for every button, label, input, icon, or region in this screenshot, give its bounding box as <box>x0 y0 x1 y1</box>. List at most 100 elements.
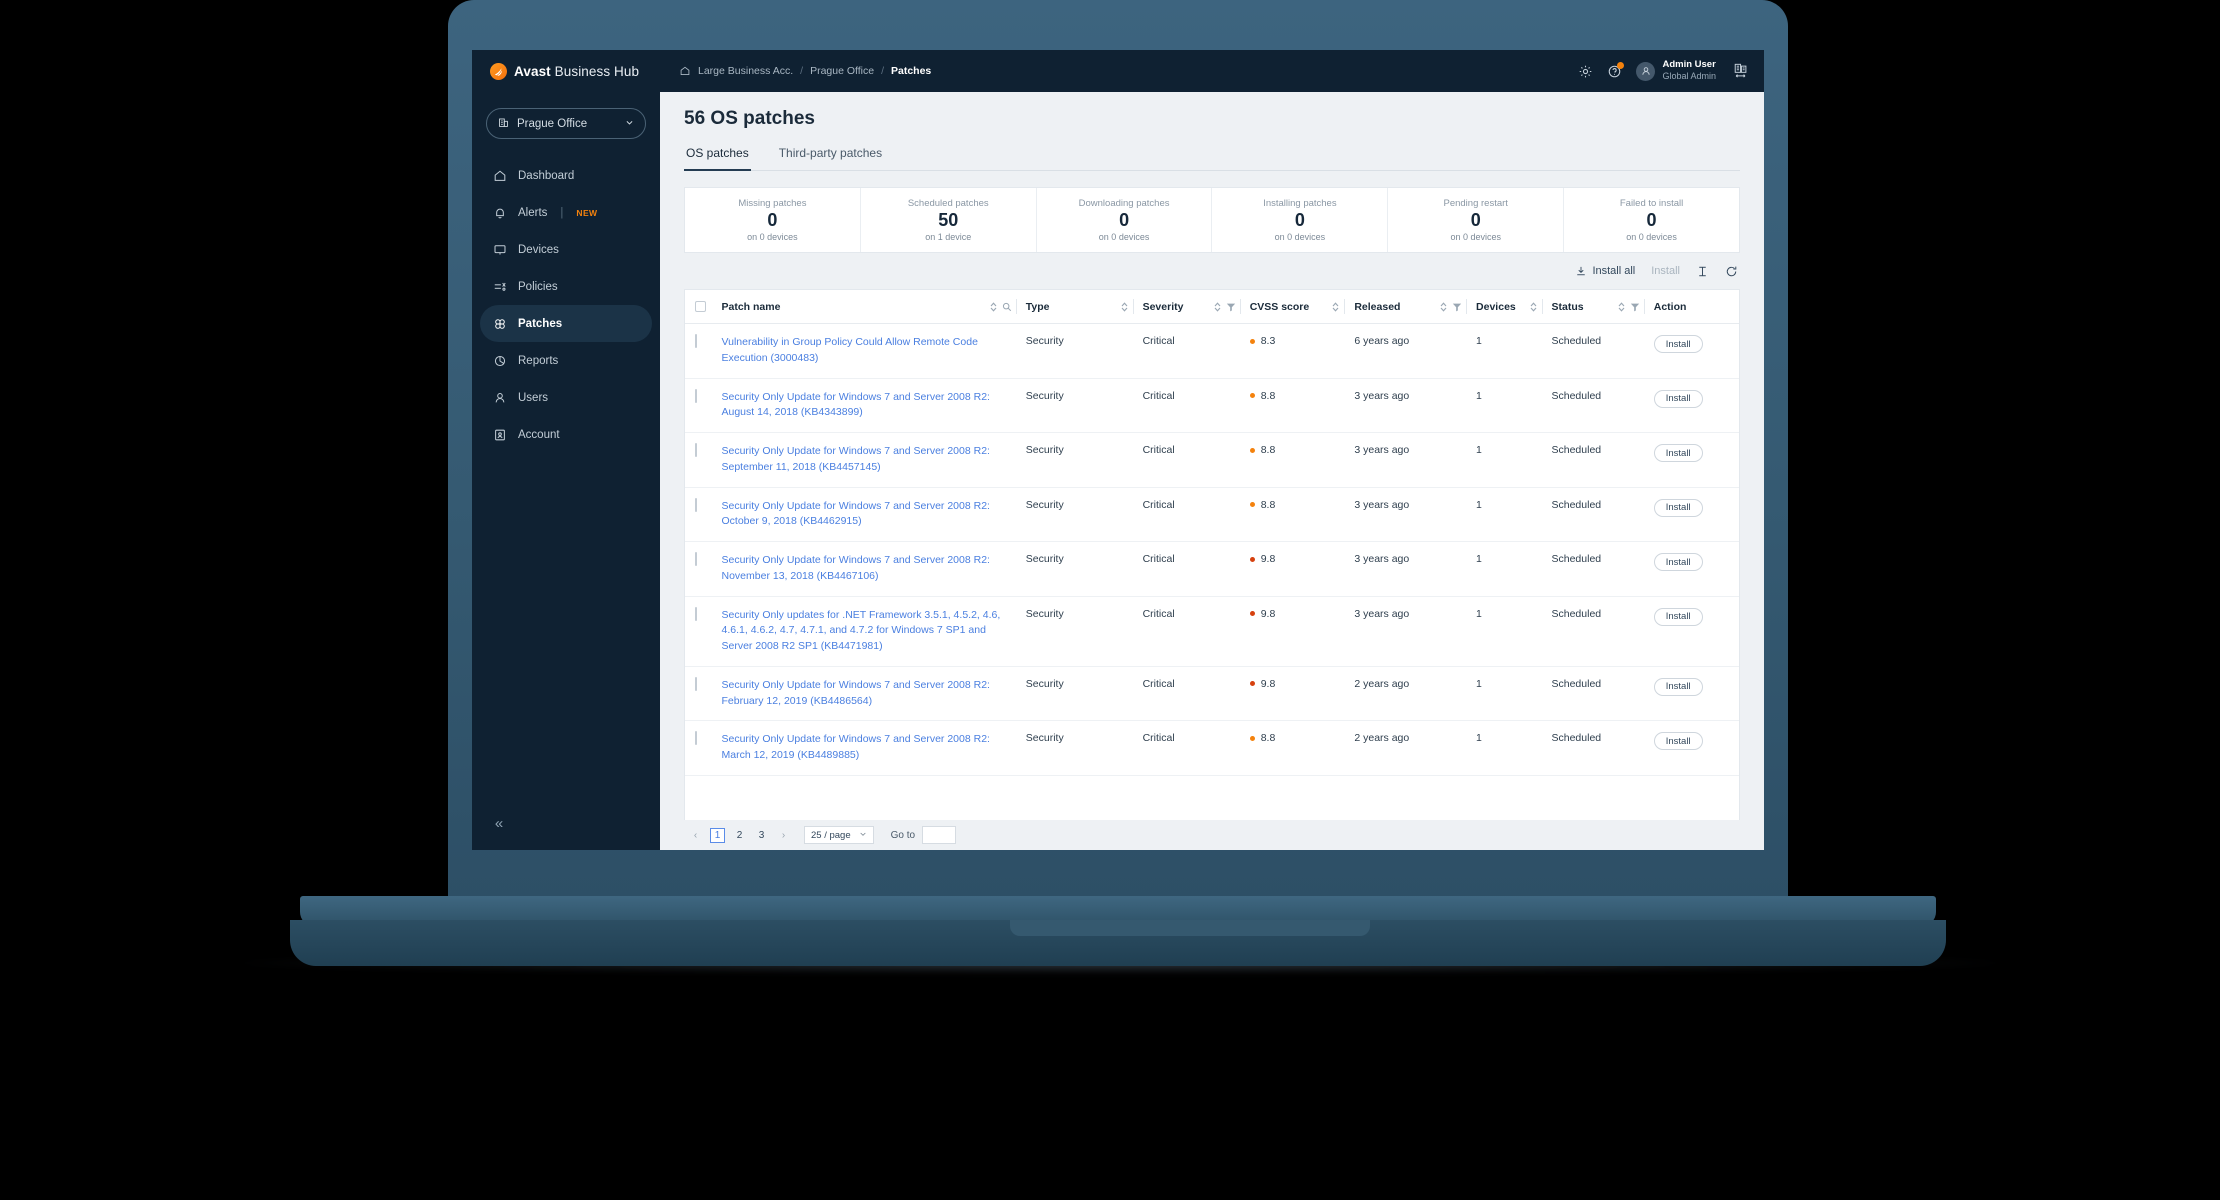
help-icon[interactable] <box>1606 62 1625 79</box>
patch-name-link[interactable]: Security Only updates for .NET Framework… <box>721 608 1001 653</box>
home-icon[interactable] <box>678 65 691 78</box>
row-checkbox[interactable] <box>695 606 697 621</box>
goto-label: Go to <box>890 829 916 841</box>
column-label: Type <box>1025 300 1050 313</box>
sidebar-item-dashboard[interactable]: Dashboard <box>480 157 652 194</box>
released-cell: 3 years ago <box>1354 596 1477 667</box>
tab-os-patches[interactable]: OS patches <box>684 146 751 171</box>
column-header-released[interactable]: Released <box>1354 290 1477 324</box>
row-checkbox[interactable] <box>695 552 697 566</box>
filter-icon[interactable] <box>1630 302 1640 312</box>
column-header-severity[interactable]: Severity <box>1142 290 1250 324</box>
cvss-value: 8.8 <box>1260 732 1276 745</box>
account-icon <box>492 427 507 442</box>
column-width-icon[interactable] <box>1696 265 1709 278</box>
user-menu[interactable]: Admin User Global Admin <box>1636 59 1716 82</box>
breadcrumb-item-account[interactable]: Large Business Acc. <box>698 65 794 77</box>
column-header-patch-name[interactable]: Patch name <box>721 290 1026 324</box>
search-icon[interactable] <box>1002 302 1012 312</box>
column-header-type[interactable]: Type <box>1025 290 1143 324</box>
patch-name-link[interactable]: Security Only Update for Windows 7 and S… <box>721 678 990 707</box>
avast-logo[interactable]: Avast Business Hub <box>490 62 639 80</box>
sidebar-item-users[interactable]: Users <box>480 379 652 416</box>
stat-sub: on 0 devices <box>1450 232 1501 243</box>
pagination-page-1[interactable]: 1 <box>710 827 725 843</box>
row-install-button[interactable]: Install <box>1653 444 1703 462</box>
sidebar-item-patches[interactable]: Patches <box>480 305 652 342</box>
patch-name-cell: Security Only Update for Windows 7 and S… <box>721 666 1026 722</box>
row-install-button[interactable]: Install <box>1653 498 1703 517</box>
sidebar-collapse-button[interactable]: « <box>494 814 504 832</box>
patch-name-link[interactable]: Security Only Update for Windows 7 and S… <box>721 733 990 761</box>
goto-input[interactable] <box>922 826 957 844</box>
gear-icon[interactable] <box>1577 63 1593 79</box>
sort-icon[interactable] <box>1120 301 1129 313</box>
breadcrumb-item-office[interactable]: Prague Office <box>810 65 875 77</box>
row-select-cell <box>685 378 722 433</box>
stat-value: 0 <box>1119 209 1130 230</box>
patch-name-link[interactable]: Security Only Update for Windows 7 and S… <box>721 445 990 473</box>
severity-cell: Critical <box>1142 596 1250 667</box>
filter-icon[interactable] <box>1226 302 1236 312</box>
install-button[interactable]: Install <box>1651 265 1680 277</box>
row-checkbox[interactable] <box>695 497 697 512</box>
sort-icon[interactable] <box>1529 301 1538 313</box>
stat-sub: on 0 devices <box>1098 232 1150 243</box>
row-install-button[interactable]: Install <box>1653 677 1703 696</box>
org-switch-icon[interactable] <box>1732 62 1750 80</box>
column-header-devices[interactable]: Devices <box>1476 290 1552 324</box>
row-checkbox[interactable] <box>695 443 697 457</box>
row-install-button[interactable]: Install <box>1653 335 1703 353</box>
sort-icon[interactable] <box>1439 301 1448 313</box>
filter-icon[interactable] <box>1452 302 1462 312</box>
row-checkbox[interactable] <box>695 676 697 691</box>
office-selector[interactable]: Prague Office <box>486 108 646 139</box>
select-all-checkbox[interactable] <box>695 301 706 312</box>
row-checkbox[interactable] <box>695 334 697 348</box>
stat-label: Installing patches <box>1263 197 1337 209</box>
patch-name-cell: Security Only Update for Windows 7 and S… <box>721 432 1026 488</box>
sidebar-item-policies[interactable]: Policies <box>480 268 652 305</box>
sort-icon[interactable] <box>1331 301 1340 313</box>
sidebar-item-account[interactable]: Account <box>480 416 652 453</box>
row-checkbox[interactable] <box>695 388 697 403</box>
released-cell: 2 years ago <box>1354 720 1477 776</box>
breadcrumb-separator: / <box>800 65 804 77</box>
brand-bold: Avast <box>514 63 551 79</box>
patch-name-link[interactable]: Security Only Update for Windows 7 and S… <box>721 499 990 528</box>
sort-icon[interactable] <box>1213 301 1222 313</box>
type-cell: Security <box>1025 666 1143 722</box>
patch-name-cell: Security Only Update for Windows 7 and S… <box>721 487 1026 542</box>
row-install-button[interactable]: Install <box>1653 607 1703 626</box>
sidebar-item-alerts[interactable]: Alerts | NEW <box>480 194 652 231</box>
cvss-severity-dot <box>1249 611 1255 616</box>
row-select-cell <box>685 487 722 542</box>
released-cell: 3 years ago <box>1354 378 1477 433</box>
patch-name-link[interactable]: Security Only Update for Windows 7 and S… <box>721 554 990 582</box>
column-header-cvss-score[interactable]: CVSS score <box>1249 290 1355 324</box>
app-window: Avast Business Hub Prague Office <box>472 50 1764 850</box>
severity-cell: Critical <box>1142 487 1250 542</box>
pagination-page-2[interactable]: 2 <box>736 829 743 841</box>
pagination-page-3[interactable]: 3 <box>758 829 765 841</box>
sort-icon[interactable] <box>989 301 998 313</box>
user-icon <box>492 390 507 405</box>
sort-icon[interactable] <box>1617 301 1626 313</box>
row-install-button[interactable]: Install <box>1653 553 1703 571</box>
pagination-next-button[interactable]: › <box>781 829 786 841</box>
topbar-icons <box>1577 62 1625 79</box>
stat-label: Failed to install <box>1619 197 1684 209</box>
refresh-icon[interactable] <box>1725 265 1738 278</box>
patch-name-link[interactable]: Vulnerability in Group Policy Could Allo… <box>721 336 978 364</box>
patch-name-link[interactable]: Security Only Update for Windows 7 and S… <box>721 390 990 419</box>
sidebar-item-reports[interactable]: Reports <box>480 342 652 379</box>
page-size-select[interactable]: 25 / page <box>804 826 874 844</box>
install-all-button[interactable]: Install all <box>1575 265 1635 277</box>
pagination-prev-button[interactable]: ‹ <box>693 829 698 841</box>
column-header-status[interactable]: Status <box>1551 290 1654 324</box>
row-checkbox[interactable] <box>695 731 697 746</box>
tab-third-party-patches[interactable]: Third-party patches <box>778 146 883 160</box>
sidebar-item-devices[interactable]: Devices <box>480 231 652 268</box>
row-install-button[interactable]: Install <box>1653 732 1703 751</box>
row-install-button[interactable]: Install <box>1653 389 1703 408</box>
